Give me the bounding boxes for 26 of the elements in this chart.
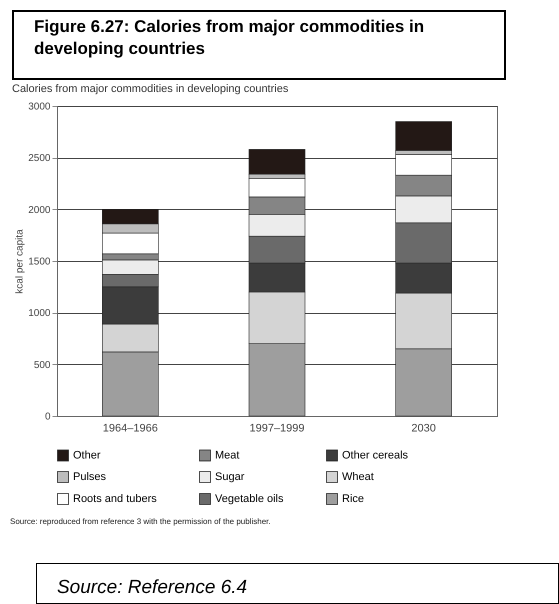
- legend-label: Roots and tubers: [73, 493, 158, 505]
- legend-label: Other: [73, 449, 101, 462]
- y-axis-title: kcal per capita: [14, 228, 26, 294]
- y-tick-label: 1000: [28, 308, 51, 320]
- y-tick-label: 3000: [28, 102, 51, 112]
- x-tick-label: 2030: [411, 422, 436, 434]
- legend-label: Vegetable oils: [215, 493, 284, 505]
- source-note: Source: reproduced from reference 3 with the permission of the publisher.: [10, 517, 271, 526]
- y-tick-label: 1500: [28, 256, 51, 268]
- chart-title: Figure 6.27: Calories from major commodities in developing countries: [12, 10, 506, 80]
- source-note: Source: Reference 6.4: [36, 563, 559, 604]
- legend-label: Sugar: [215, 471, 245, 483]
- y-tick-label: 2000: [28, 204, 51, 216]
- y-tick-label: 0: [44, 412, 51, 422]
- y-tick-label: 500: [34, 360, 51, 371]
- legend-label: Other cereals: [342, 449, 409, 462]
- x-tick-label: 1964–1966: [102, 422, 158, 434]
- legend-label: Rice: [342, 493, 364, 505]
- bar: [395, 121, 452, 151]
- y-tick-label: 2500: [28, 153, 51, 164]
- legend-label: Wheat: [342, 471, 374, 483]
- legend-label: Pulses: [73, 471, 107, 483]
- bar: [248, 149, 306, 174]
- x-tick-label: 1997–1999: [249, 422, 305, 434]
- legend-label: Meat: [215, 449, 240, 462]
- chart-subtitle: Calories from major commodities in developing countries: [12, 83, 288, 95]
